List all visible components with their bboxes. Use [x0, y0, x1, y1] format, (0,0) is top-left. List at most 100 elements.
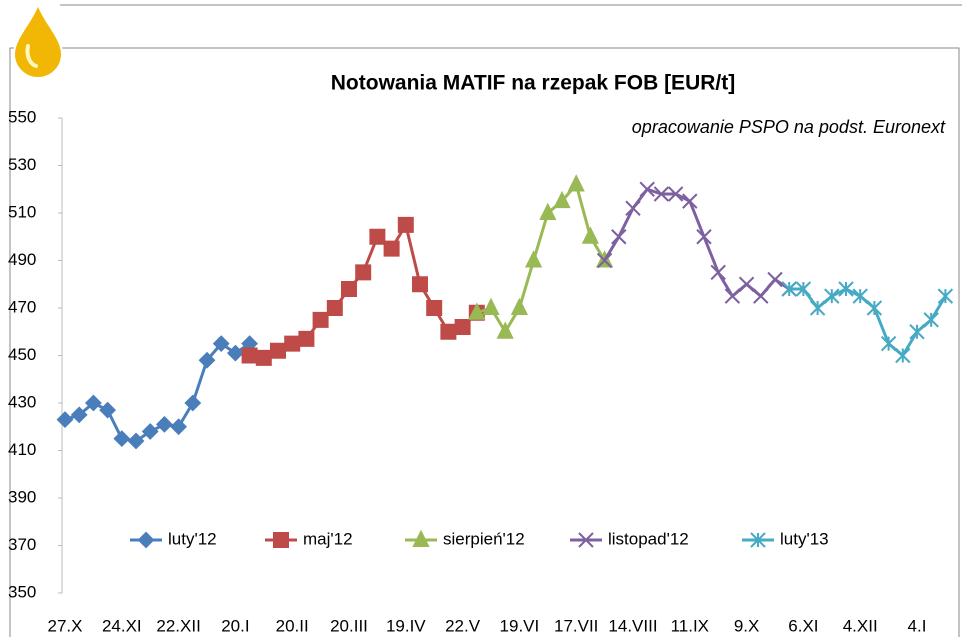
legend-label: maj'12: [303, 529, 353, 548]
legend-label: listopad'12: [608, 529, 689, 548]
legend-marker: [273, 532, 289, 548]
series-line: [476, 181, 606, 335]
y-tick-label: 530: [8, 155, 36, 174]
marker: [241, 347, 258, 364]
marker: [639, 181, 655, 197]
legend-marker: [412, 529, 430, 547]
marker: [113, 430, 131, 448]
y-tick-label: 370: [8, 535, 36, 554]
marker: [738, 276, 755, 292]
marker: [369, 228, 386, 245]
marker: [567, 174, 585, 192]
marker: [397, 216, 414, 233]
x-tick-label: 20.III: [330, 616, 368, 635]
marker: [127, 432, 145, 450]
x-tick-label: 22.V: [445, 616, 481, 635]
x-tick-label: 24.XI: [102, 616, 142, 635]
x-tick-label: 17.VII: [554, 616, 598, 635]
marker: [795, 281, 812, 297]
marker: [880, 335, 897, 352]
marker: [682, 193, 698, 209]
marker: [212, 335, 230, 353]
y-tick-label: 450: [8, 345, 36, 364]
marker: [539, 202, 557, 220]
x-tick-label: 20.II: [276, 616, 309, 635]
legend-marker: [578, 532, 594, 548]
x-tick-label: 27.X: [48, 616, 83, 635]
chart-frame: [9, 47, 960, 637]
marker: [454, 319, 471, 335]
chart-subtitle: opracowanie PSPO na podst. Euronext: [632, 117, 946, 137]
y-tick-label: 350: [8, 582, 36, 601]
marker: [710, 264, 726, 281]
marker: [838, 281, 854, 297]
marker: [99, 401, 117, 419]
legend-marker: [750, 532, 766, 548]
x-tick-label: 22.XII: [156, 616, 200, 635]
x-tick-label: 4.I: [908, 616, 927, 635]
x-tick-label: 6.XI: [788, 616, 818, 635]
marker: [653, 186, 670, 202]
chart-title: Notowania MATIF na rzepak FOB [EUR/t]: [331, 72, 735, 95]
marker: [696, 229, 712, 245]
marker: [524, 250, 543, 268]
marker: [625, 200, 641, 216]
x-tick-label: 11.IX: [671, 616, 709, 635]
marker: [426, 300, 443, 316]
marker: [312, 311, 329, 328]
x-tick-label: 4.XII: [843, 616, 878, 635]
marker: [852, 288, 868, 304]
oil-drop-icon: [12, 0, 64, 79]
marker: [781, 281, 797, 297]
marker: [767, 271, 783, 288]
marker: [724, 288, 741, 304]
marker: [70, 406, 88, 424]
marker: [184, 394, 202, 412]
marker: [553, 190, 571, 209]
marker: [596, 252, 613, 269]
marker: [667, 186, 684, 202]
series-line: [789, 287, 947, 358]
marker: [468, 302, 486, 320]
marker: [155, 415, 173, 433]
y-tick-label: 510: [8, 202, 36, 221]
legend-marker: [137, 531, 155, 549]
marker: [298, 330, 315, 347]
marker: [326, 300, 343, 316]
marker: [440, 323, 457, 340]
marker: [226, 344, 244, 362]
marker: [355, 264, 372, 281]
x-tick-label: 14.VIII: [608, 616, 657, 635]
x-tick-label: 19.IV: [386, 616, 426, 635]
marker: [482, 297, 500, 315]
marker: [611, 229, 627, 245]
y-tick-label: 390: [8, 487, 36, 506]
marker: [895, 347, 911, 364]
marker: [270, 342, 286, 359]
marker: [809, 300, 826, 316]
y-tick-label: 490: [8, 250, 36, 269]
marker: [56, 411, 74, 429]
marker: [383, 240, 400, 257]
marker: [824, 288, 840, 304]
marker: [923, 312, 939, 328]
marker: [510, 297, 529, 315]
x-tick-label: 9.X: [734, 616, 760, 635]
marker: [496, 321, 514, 339]
marker: [198, 351, 216, 369]
legend-label: luty'13: [780, 529, 829, 548]
marker: [753, 288, 769, 304]
marker: [866, 300, 883, 316]
y-tick-label: 470: [8, 297, 36, 316]
x-tick-label: 19.VI: [500, 616, 540, 635]
marker: [284, 335, 301, 352]
marker: [581, 226, 600, 244]
oil-drop-shine: [25, 44, 38, 68]
y-tick-label: 430: [8, 392, 36, 411]
series-line: [64, 341, 251, 443]
marker: [170, 418, 188, 436]
x-tick-label: 20.I: [221, 616, 249, 635]
marker: [937, 288, 954, 304]
y-tick-label: 410: [8, 440, 36, 459]
